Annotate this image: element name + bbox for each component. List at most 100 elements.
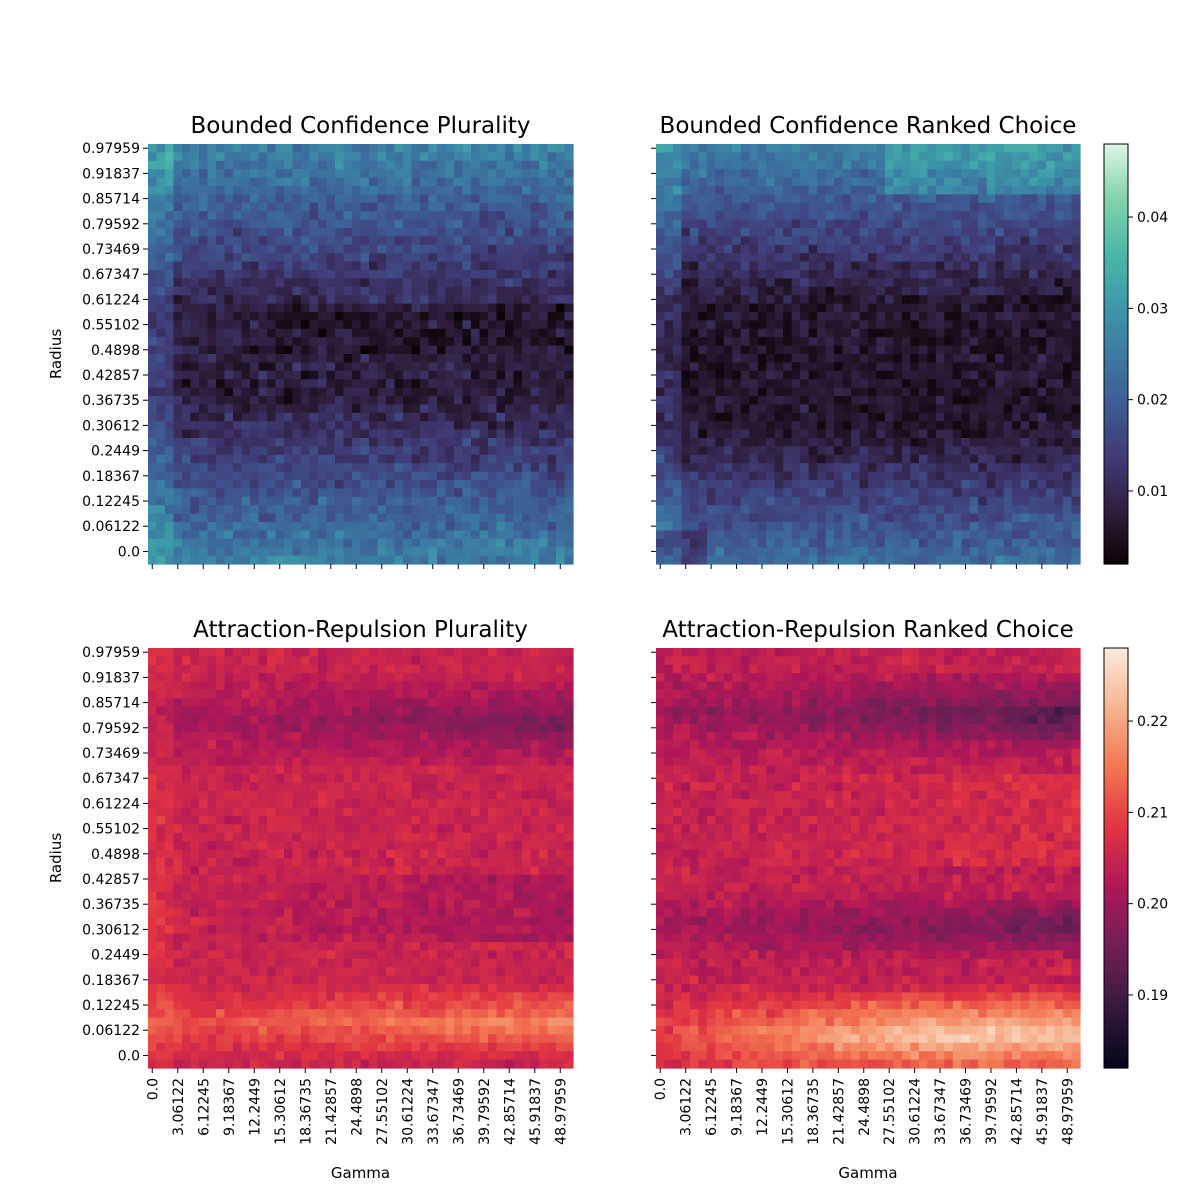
heatmap-cell [706,438,716,447]
heatmap-cell [284,530,294,540]
heatmap-cell [961,177,971,187]
heatmap-cell [326,219,336,229]
heatmap-cell [808,488,818,498]
heatmap-cell [360,530,370,540]
heatmap-cell [445,412,455,422]
heatmap-cell [428,438,438,447]
heatmap-cell [774,412,784,422]
heatmap-cell [488,547,498,557]
heatmap-cell [817,496,827,506]
heatmap-cell [462,320,472,330]
heatmap-cell [774,160,784,170]
heatmap-cell [808,211,818,221]
heatmap-cell [539,496,549,506]
heatmap-cell [715,253,725,263]
heatmap-cell [343,530,353,540]
heatmap-cell [935,169,945,179]
heatmap-cell [774,295,784,305]
heatmap-cell [267,152,277,162]
heatmap-cell [199,396,209,405]
heatmap-cell [766,261,776,271]
heatmap-cell [369,505,379,515]
heatmap-cell [165,211,175,221]
heatmap-cell [369,320,379,330]
heatmap-cell [1003,446,1013,456]
heatmap-cell [978,522,988,531]
heatmap-cell [522,202,532,212]
heatmap-cell [207,354,217,363]
heatmap-cell [791,244,801,254]
heatmap-cell [258,505,268,515]
heatmap-cell [530,278,540,288]
heatmap-cell [851,379,861,389]
heatmap-cell [927,169,937,179]
heatmap-cell [817,345,827,355]
heatmap-cell [233,555,243,565]
heatmap-cell [428,454,438,464]
heatmap-cell [732,362,742,372]
heatmap-cell [740,186,750,195]
heatmap-cell [1012,530,1022,540]
heatmap-cell [207,463,217,473]
heatmap-cell [539,177,549,187]
heatmap-cell [791,463,801,473]
heatmap-cell [335,555,345,565]
heatmap-cell [961,328,971,338]
heatmap-cell [241,152,251,162]
heatmap-cell [343,446,353,456]
heatmap-cell [454,488,464,498]
heatmap-cell [1063,244,1073,254]
heatmap-cell [173,270,183,279]
heatmap-cell [428,303,438,313]
heatmap-cell [969,362,979,372]
heatmap-cell [420,396,430,405]
heatmap-cell [411,144,421,153]
heatmap-cell [394,303,404,313]
heatmap-cell [530,354,540,363]
heatmap-cell [1063,186,1073,195]
heatmap-cell [428,387,438,397]
heatmap-cell [284,160,294,170]
heatmap-cell [156,379,166,389]
heatmap-cell [352,522,362,531]
heatmap-cell [156,530,166,540]
heatmap-cell [275,169,285,179]
heatmap-cell [1029,177,1039,187]
heatmap-cell [978,328,988,338]
heatmap-cell [335,370,345,380]
heatmap-cell [207,379,217,389]
heatmap-cell [403,480,413,489]
heatmap-cell [1063,412,1073,422]
heatmap-cell [437,236,447,246]
heatmap-cell [1054,480,1064,489]
heatmap-cell [910,144,920,153]
heatmap-cell [148,547,158,557]
heatmap-cell [326,530,336,540]
heatmap-cell [884,496,895,506]
heatmap-cell [825,286,835,296]
heatmap-cell [462,370,472,380]
heatmap-cell [292,387,302,397]
heatmap-cell [893,362,903,372]
heatmap-cell [326,496,336,506]
heatmap-cell [774,471,784,481]
heatmap-cell [352,547,362,557]
heatmap-cell [496,463,506,473]
heatmap-cell [1037,177,1047,187]
heatmap-cell [454,337,464,347]
heatmap-cell [1012,396,1022,405]
heatmap-cell [969,345,979,355]
heatmap-cell [386,454,396,464]
heatmap-cell [732,404,742,414]
heatmap-cell [539,354,549,363]
heatmap-cell [156,547,166,557]
heatmap-cell [309,253,319,263]
heatmap-cell [918,513,928,523]
heatmap-cell [740,286,750,296]
heatmap-cell [182,270,192,279]
heatmap-cell [488,404,498,414]
heatmap-cell [148,362,158,372]
heatmap-cell [749,538,759,548]
heatmap-cell [851,320,861,330]
heatmap-cell [1046,370,1056,380]
